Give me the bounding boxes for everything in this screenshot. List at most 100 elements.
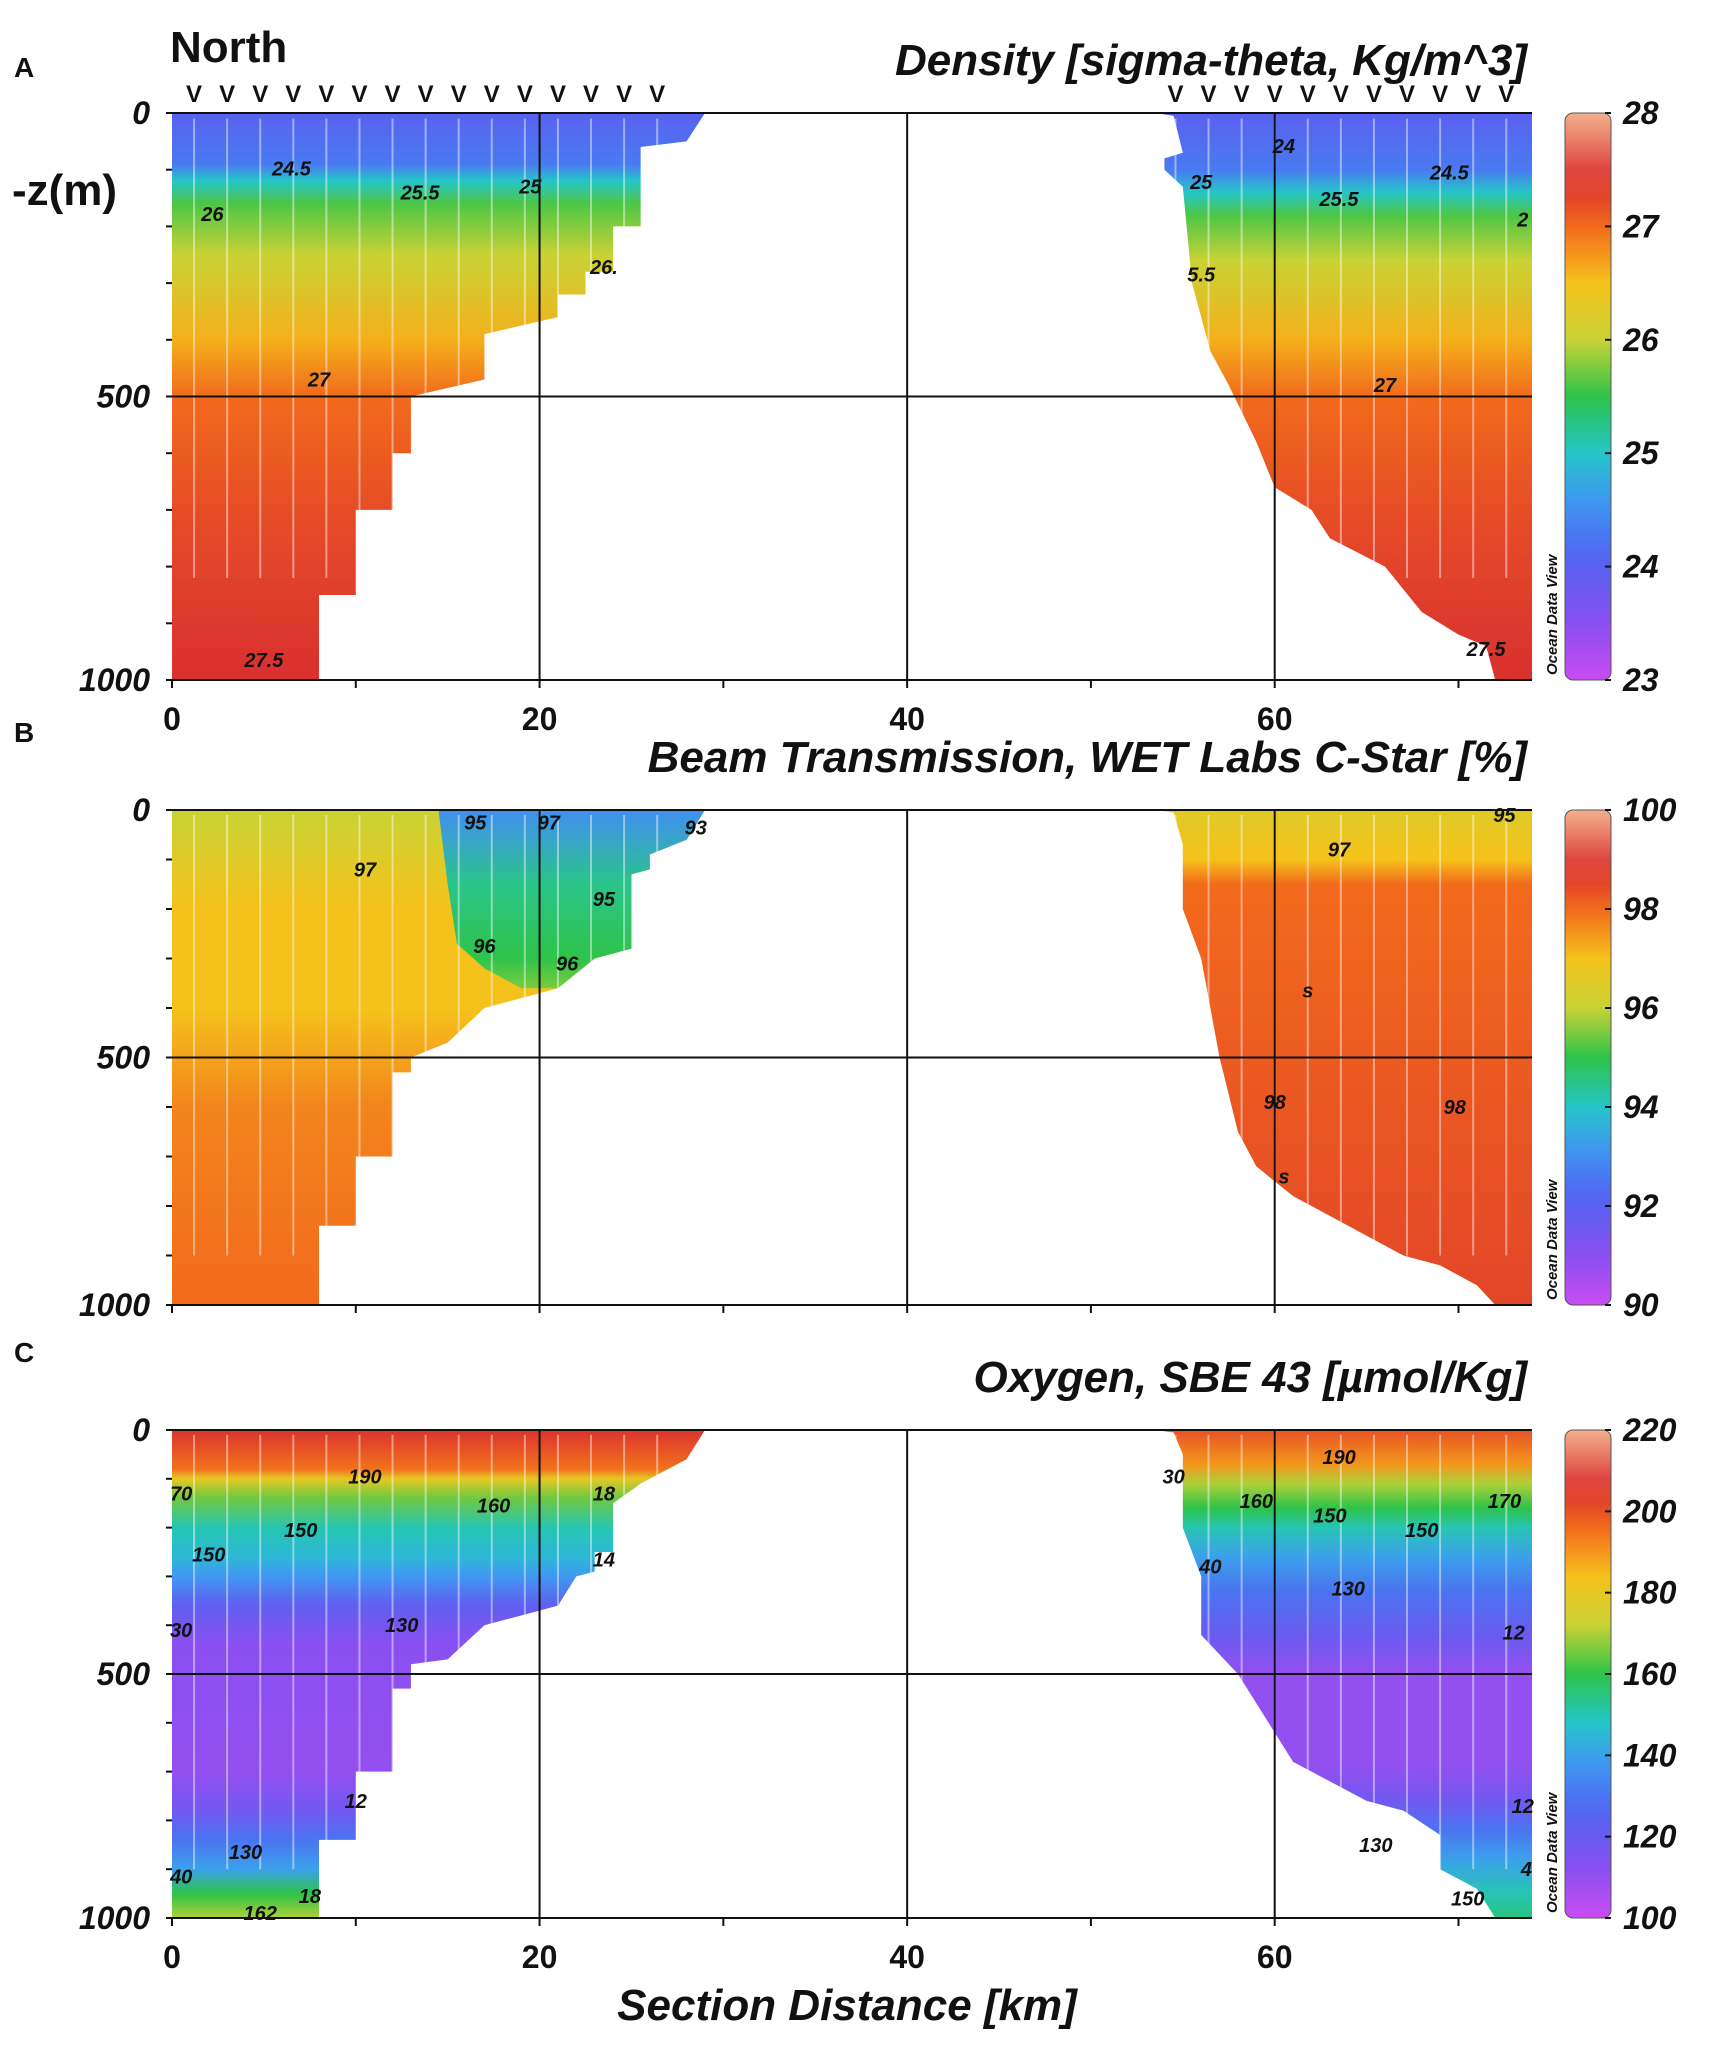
colorbar-tick-label: 27 [1622, 208, 1661, 244]
contour-label: 162 [244, 1903, 277, 1925]
station-marker: V [1366, 81, 1382, 108]
y-tick-label: 0 [132, 1412, 150, 1448]
colorbar-tick-label: 26 [1622, 322, 1659, 358]
x-tick-label: 60 [1257, 1939, 1293, 1975]
station-marker: V [1399, 81, 1415, 108]
contour-label: 26 [200, 204, 224, 226]
watermark: Ocean Data View [1544, 1178, 1561, 1300]
contour-label: 150 [1313, 1505, 1346, 1527]
colorbar-tick-label: 25 [1622, 435, 1660, 471]
contour-label: 14 [593, 1549, 615, 1571]
contour-label: 98 [1264, 1092, 1287, 1114]
x-tick-label: 20 [522, 1939, 558, 1975]
station-marker: V [649, 81, 665, 108]
contour-label: 2 [1516, 210, 1528, 232]
colorbar-tick-label: 200 [1622, 1493, 1677, 1529]
data-field-north [172, 113, 705, 680]
contour-label: 95 [593, 889, 616, 911]
contour-label: 93 [685, 817, 707, 839]
station-marker: V [318, 81, 334, 108]
panel-label: C [14, 1337, 34, 1368]
contour-label: 190 [1322, 1447, 1355, 1469]
contour-label: 130 [1332, 1579, 1365, 1601]
colorbar-tick-label: 120 [1623, 1819, 1677, 1855]
y-tick-label: 0 [132, 792, 150, 828]
contour-label: 40 [1198, 1557, 1221, 1579]
x-tick-label: 20 [522, 701, 558, 737]
contour-label: 96 [556, 953, 579, 975]
contour-label: 40 [169, 1867, 192, 1889]
contour-label: 30 [1162, 1466, 1184, 1488]
contour-label: 97 [1328, 840, 1351, 862]
contour-label: 95 [464, 812, 487, 834]
colorbar-tick-label: 160 [1623, 1656, 1677, 1692]
y-tick-label: 500 [97, 379, 151, 415]
panel-title: Oxygen, SBE 43 [µmol/Kg] [974, 1353, 1529, 1402]
contour-label: 97 [354, 859, 377, 881]
contour-label: 12 [1512, 1796, 1534, 1818]
contour-label: 24.5 [271, 159, 312, 181]
contour-label: 18 [299, 1886, 322, 1908]
contour-label: 5.5 [1187, 265, 1216, 287]
station-marker: V [385, 81, 401, 108]
station-marker: V [517, 81, 533, 108]
colorbar-tick-label: 180 [1623, 1575, 1677, 1611]
station-marker: V [1167, 81, 1183, 108]
watermark: Ocean Data View [1544, 1791, 1561, 1913]
station-marker: V [186, 81, 202, 108]
station-marker: V [1300, 81, 1316, 108]
y-tick-label: 1000 [79, 662, 150, 698]
x-tick-label: 60 [1257, 701, 1293, 737]
panel-title: Density [sigma-theta, Kg/m^3] [895, 36, 1528, 85]
colorbar [1564, 1429, 1612, 1919]
station-marker: V [1201, 81, 1217, 108]
data-field-north [172, 1430, 705, 1918]
contour-label: 25.5 [1319, 189, 1360, 211]
contour-label: 30 [170, 1620, 192, 1642]
x-tick-label: 40 [889, 1939, 925, 1975]
colorbar [1564, 809, 1612, 1306]
contour-label: 130 [229, 1842, 262, 1864]
contour-label: 27 [1373, 375, 1397, 397]
contour-label: 27.5 [1466, 639, 1507, 661]
contour-label: 97 [538, 812, 561, 834]
station-marker: V [616, 81, 632, 108]
station-marker: V [219, 81, 235, 108]
x-axis-title: Section Distance [km] [617, 1981, 1078, 2030]
contour-label: 160 [477, 1496, 510, 1518]
panel-label: A [14, 52, 34, 83]
station-marker: V [418, 81, 434, 108]
y-tick-label: 1000 [79, 1900, 150, 1936]
colorbar-tick-label: 23 [1622, 662, 1659, 698]
colorbar-tick-label: 94 [1623, 1089, 1659, 1125]
y-tick-label: 0 [132, 95, 150, 131]
station-marker: V [1267, 81, 1283, 108]
x-tick-label: 0 [163, 1939, 181, 1975]
contour-label: 12 [1502, 1623, 1524, 1645]
y-tick-label: 500 [97, 1656, 151, 1692]
station-marker: V [1234, 81, 1250, 108]
colorbar-tick-label: 90 [1623, 1287, 1659, 1323]
watermark: Ocean Data View [1544, 553, 1561, 675]
contour-label: 160 [1240, 1491, 1273, 1513]
station-marker: V [1498, 81, 1514, 108]
contour-label: 98 [1444, 1097, 1467, 1119]
colorbar-tick-label: 96 [1623, 990, 1659, 1026]
contour-label: 95 [1493, 805, 1516, 827]
panel-c: C Oxygen, SBE 43 [µmol/Kg] 0 500 1000 0 20 40 60… [14, 1337, 1677, 1975]
station-marker: V [550, 81, 566, 108]
panel-label: B [14, 717, 34, 748]
contour-label: 18 [593, 1483, 616, 1505]
colorbar-tick-label: 140 [1623, 1737, 1677, 1773]
data-field-north-turbid [438, 810, 705, 989]
y-tick-label: 500 [97, 1040, 151, 1076]
contour-label: 24.5 [1429, 163, 1470, 185]
station-marker: V [451, 81, 467, 108]
x-tick-label: 40 [889, 701, 925, 737]
x-tick-label: 0 [163, 701, 181, 737]
colorbar-tick-label: 92 [1623, 1188, 1659, 1224]
panels: A Density [sigma-theta, Kg/m^3] 0 500 1000 0 2… [14, 36, 1677, 1975]
contour-label: 27 [307, 369, 331, 391]
